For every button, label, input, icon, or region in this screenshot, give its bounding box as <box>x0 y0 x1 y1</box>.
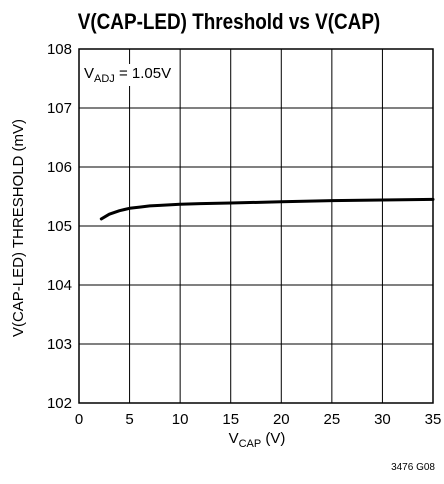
y-axis-label: V(CAP-LED) THRESHOLD (mV) <box>10 119 27 337</box>
y-tick-label: 103 <box>47 336 72 353</box>
y-tick-label: 105 <box>47 218 72 235</box>
x-tick-label: 10 <box>172 411 189 428</box>
y-tick-label: 106 <box>47 159 72 176</box>
x-tick-label: 5 <box>125 411 133 428</box>
annotation-rest: = 1.05V <box>115 65 171 82</box>
y-tick-label: 107 <box>47 100 72 117</box>
x-tick-label: 0 <box>75 411 83 428</box>
y-tick-label: 104 <box>47 277 72 294</box>
y-tick-label: 108 <box>47 41 72 58</box>
x-tick-labels: 0 5 10 15 20 25 30 35 <box>75 411 442 428</box>
x-axis-label-unit: (V) <box>261 430 285 447</box>
figure-id: 3476 G08 <box>391 462 435 473</box>
grid <box>79 49 433 403</box>
x-tick-label: 30 <box>374 411 391 428</box>
series-layer <box>99 197 435 221</box>
x-axis-label-sub: CAP <box>239 438 262 450</box>
plot-frame <box>78 48 434 404</box>
x-tick-label: 20 <box>273 411 290 428</box>
x-axis-label: VCAP (V) <box>229 430 286 450</box>
y-tick-labels: 102 103 104 105 106 107 108 <box>47 41 72 412</box>
annotation-background <box>81 64 175 86</box>
x-tick-label: 15 <box>222 411 239 428</box>
x-tick-label: 25 <box>324 411 341 428</box>
x-tick-label: 35 <box>425 411 442 428</box>
chart-title: V(CAP-LED) Threshold vs V(CAP) <box>78 10 380 35</box>
annotation-vadj: VADJ = 1.05V <box>84 65 171 85</box>
annotation-main: V <box>84 65 94 82</box>
y-tick-label: 102 <box>47 395 72 412</box>
x-axis-label-main: V <box>229 430 239 447</box>
annotation-sub: ADJ <box>94 73 115 85</box>
series-line <box>99 197 435 221</box>
